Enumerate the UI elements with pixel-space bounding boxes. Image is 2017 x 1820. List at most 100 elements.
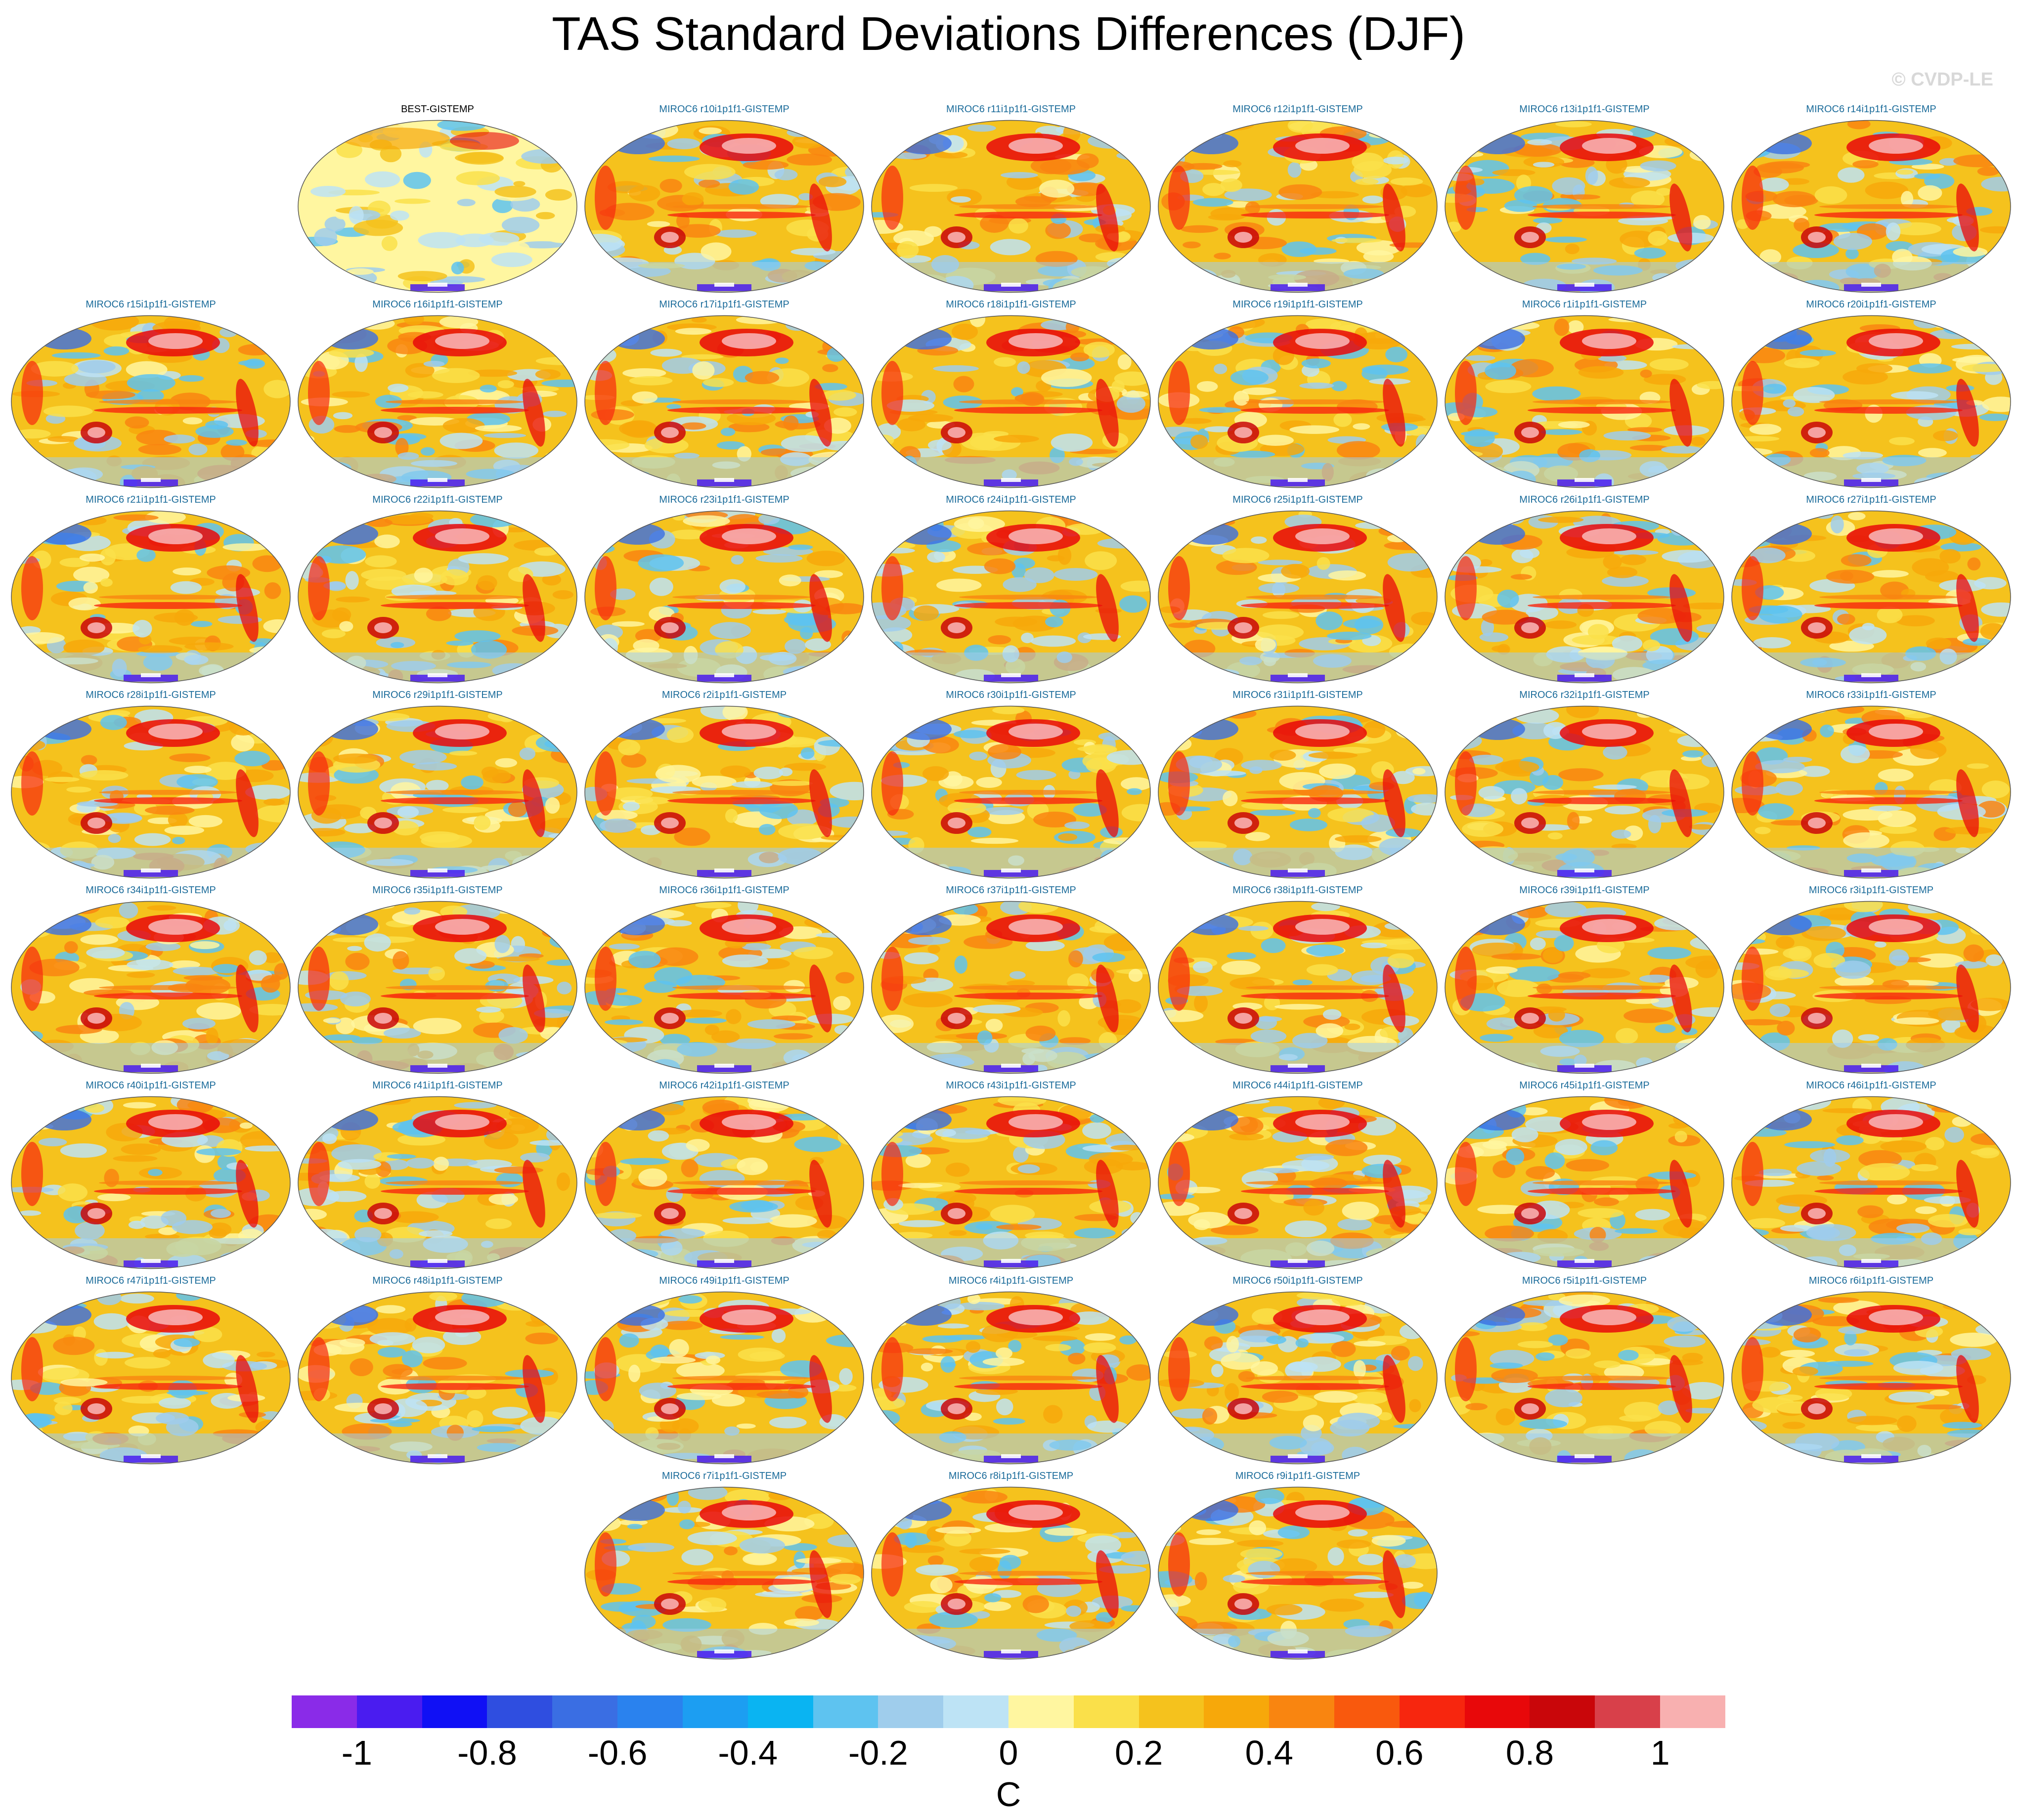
map-field [871,1291,1151,1465]
map-panel-title: MIROC6 r40i1p1f1-GISTEMP [86,1080,216,1091]
map-field [871,1486,1151,1660]
colorbar-cell [878,1695,944,1728]
colorbar-cell [1073,1695,1139,1728]
map-panel-title: MIROC6 r32i1p1f1-GISTEMP [1519,690,1650,700]
map-panel: MIROC6 r7i1p1f1-GISTEMP [583,1471,865,1661]
map-field [871,315,1151,488]
map-panel: MIROC6 r2i1p1f1-GISTEMP [583,690,865,880]
copyright-watermark: © CVDP-LE [1891,69,1993,90]
colorbar-tick-label: 0.8 [1505,1733,1554,1772]
map-panel: MIROC6 r39i1p1f1-GISTEMP [1444,885,1725,1075]
map-panel-title: MIROC6 r29i1p1f1-GISTEMP [372,690,503,700]
map-panel: MIROC6 r15i1p1f1-GISTEMP [10,299,292,489]
map-field [871,1096,1151,1269]
map-panel-title: MIROC6 r34i1p1f1-GISTEMP [86,885,216,896]
map-field [298,120,577,293]
map-panel: MIROC6 r18i1p1f1-GISTEMP [870,299,1152,489]
map-field [11,315,291,488]
colorbar-cell [1399,1695,1465,1728]
map-panel-title: MIROC6 r17i1p1f1-GISTEMP [659,299,789,310]
map-field [1158,1291,1438,1465]
map-panel-title: MIROC6 r26i1p1f1-GISTEMP [1519,494,1650,505]
map-panel: MIROC6 r35i1p1f1-GISTEMP [297,885,578,1075]
colorbar-tick-label: -1 [341,1733,372,1772]
map-panel: MIROC6 r33i1p1f1-GISTEMP [1730,690,2012,880]
map-panel-title: MIROC6 r24i1p1f1-GISTEMP [946,494,1076,505]
colorbar-cell [1530,1695,1595,1728]
map-panel: MIROC6 r34i1p1f1-GISTEMP [10,885,292,1075]
map-panel-title: MIROC6 r22i1p1f1-GISTEMP [372,494,503,505]
map-panel-title: MIROC6 r46i1p1f1-GISTEMP [1806,1080,1936,1091]
map-field [11,705,291,879]
colorbar-tick-label: 1 [1650,1733,1670,1772]
map-panel-title: MIROC6 r1i1p1f1-GISTEMP [1522,299,1647,310]
map-field [1158,510,1438,684]
map-field [1731,901,2011,1074]
map-panel: MIROC6 r44i1p1f1-GISTEMP [1157,1080,1439,1270]
map-field [584,120,864,293]
map-panel-title: MIROC6 r9i1p1f1-GISTEMP [1235,1471,1360,1481]
map-panel: MIROC6 r21i1p1f1-GISTEMP [10,494,292,685]
map-field [11,1096,291,1269]
map-panel-title: MIROC6 r13i1p1f1-GISTEMP [1519,104,1650,115]
colorbar-tick-label: -0.6 [587,1733,648,1772]
map-field [584,705,864,879]
map-panel-title: MIROC6 r8i1p1f1-GISTEMP [948,1471,1074,1481]
colorbar-tick-label: 0 [999,1733,1018,1772]
map-panel-title: MIROC6 r41i1p1f1-GISTEMP [372,1080,503,1091]
map-panel-title: MIROC6 r10i1p1f1-GISTEMP [659,104,789,115]
map-panel-title: MIROC6 r18i1p1f1-GISTEMP [946,299,1076,310]
map-field [871,510,1151,684]
colorbar-cell [617,1695,683,1728]
map-panel: MIROC6 r17i1p1f1-GISTEMP [583,299,865,489]
map-panel-title: MIROC6 r11i1p1f1-GISTEMP [946,104,1076,115]
map-panel-title: MIROC6 r50i1p1f1-GISTEMP [1232,1275,1363,1286]
map-panel: MIROC6 r29i1p1f1-GISTEMP [297,690,578,880]
map-panel-title: MIROC6 r27i1p1f1-GISTEMP [1806,494,1936,505]
map-field [1158,1096,1438,1269]
map-panel: MIROC6 r43i1p1f1-GISTEMP [870,1080,1152,1270]
map-panel-title: MIROC6 r19i1p1f1-GISTEMP [1232,299,1363,310]
colorbar-tick-label: -0.8 [457,1733,517,1772]
map-panel-title: MIROC6 r48i1p1f1-GISTEMP [372,1275,503,1286]
figure-title: TAS Standard Deviations Differences (DJF… [552,7,1465,60]
colorbar-cell [682,1695,748,1728]
map-field [584,315,864,488]
colorbar-tick-label: 0.4 [1245,1733,1293,1772]
map-panel-title: MIROC6 r36i1p1f1-GISTEMP [659,885,789,896]
map-panel: MIROC6 r20i1p1f1-GISTEMP [1730,299,2012,489]
map-panel-title: MIROC6 r28i1p1f1-GISTEMP [86,690,216,700]
map-field [584,1291,864,1465]
map-panel: MIROC6 r4i1p1f1-GISTEMP [870,1275,1152,1466]
map-field [1445,510,1724,684]
map-panel: MIROC6 r42i1p1f1-GISTEMP [583,1080,865,1270]
map-panel-title: MIROC6 r37i1p1f1-GISTEMP [946,885,1076,896]
map-panel: MIROC6 r23i1p1f1-GISTEMP [583,494,865,685]
map-panel: BEST-GISTEMP [297,104,578,294]
map-field [584,510,864,684]
colorbar-cell [1464,1695,1530,1728]
map-panel: MIROC6 r38i1p1f1-GISTEMP [1157,885,1439,1075]
map-panel: MIROC6 r24i1p1f1-GISTEMP [870,494,1152,685]
map-field [1731,315,2011,488]
map-panel-title: MIROC6 r31i1p1f1-GISTEMP [1232,690,1363,700]
map-panel: MIROC6 r31i1p1f1-GISTEMP [1157,690,1439,880]
map-panel: MIROC6 r22i1p1f1-GISTEMP [297,494,578,685]
map-panel: MIROC6 r48i1p1f1-GISTEMP [297,1275,578,1466]
colorbar-cell [292,1695,357,1728]
map-panel-title: MIROC6 r2i1p1f1-GISTEMP [661,690,787,700]
colorbar [292,1695,1725,1728]
map-field [1445,120,1724,293]
map-field [1445,315,1724,488]
map-panel-title: MIROC6 r4i1p1f1-GISTEMP [948,1275,1074,1286]
map-panel-title: MIROC6 r12i1p1f1-GISTEMP [1232,104,1363,115]
map-panel: MIROC6 r50i1p1f1-GISTEMP [1157,1275,1439,1466]
map-panel-title: MIROC6 r30i1p1f1-GISTEMP [946,690,1076,700]
colorbar-tick-label: -0.4 [718,1733,778,1772]
map-field [298,315,577,488]
map-panel-title: MIROC6 r14i1p1f1-GISTEMP [1806,104,1936,115]
map-panel: MIROC6 r25i1p1f1-GISTEMP [1157,494,1439,685]
map-field [298,1291,577,1465]
map-panel: MIROC6 r30i1p1f1-GISTEMP [870,690,1152,880]
map-panel-title: MIROC6 r42i1p1f1-GISTEMP [659,1080,789,1091]
